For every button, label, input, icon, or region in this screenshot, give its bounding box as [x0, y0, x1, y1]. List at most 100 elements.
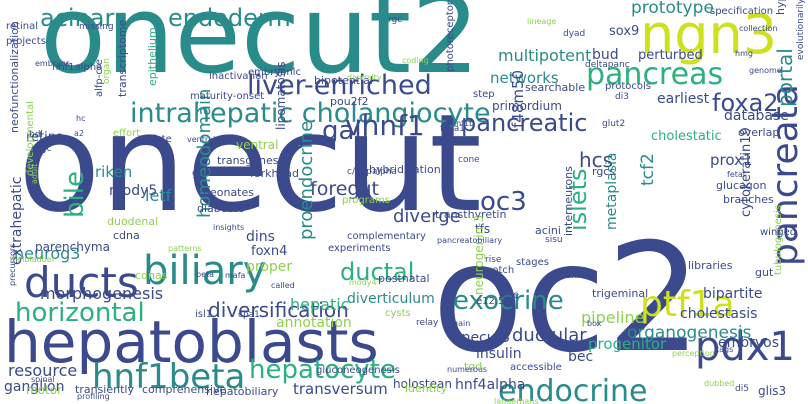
word-searchable: searchable: [525, 81, 586, 94]
word-organ: organ: [102, 58, 112, 84]
word-glis3: glis3: [758, 384, 787, 398]
word-glucagon: glucagon: [716, 179, 767, 192]
word-tgd: tgd: [464, 360, 483, 373]
word-proper: proper: [246, 259, 293, 275]
word-neurog3: neurog3: [14, 244, 81, 263]
word-resource: resource: [8, 361, 78, 380]
word-holostean: holostean: [393, 377, 452, 391]
word-dyad: dyad: [563, 29, 586, 39]
word-ductular: ductular: [512, 325, 587, 346]
word-pancreatobiliary: pancreatobiliary: [437, 236, 503, 245]
word-precursors: precursors: [8, 243, 17, 286]
word-mody4: mody4: [349, 278, 377, 287]
word-database: database: [724, 108, 789, 124]
word-profiling: profiling: [77, 392, 110, 401]
word-protocols: protocols: [605, 81, 652, 92]
word-projects: projects: [6, 36, 46, 47]
word-cholestatic: cholestatic: [651, 129, 722, 144]
word-programs: programs: [342, 195, 390, 206]
word-pdx1: pdx1: [695, 324, 795, 370]
word-dins: dins: [246, 229, 275, 245]
word-gall: gall: [322, 116, 369, 146]
word-tfs: tfs: [475, 222, 491, 236]
word-interneurons: interneurons: [562, 166, 575, 236]
word-hepatoblasts: hepatoblasts: [4, 308, 379, 376]
word-evolutionarily: evolutionarily: [796, 0, 806, 60]
word-pancreatic: pancreatic: [461, 109, 588, 137]
word-collection: collection: [739, 24, 778, 33]
word-multipotent: multipotent: [498, 46, 592, 65]
word-oc3: oc3: [480, 187, 527, 217]
word-mafa: mafa: [225, 271, 246, 280]
word-liver-enriched: liver-enriched: [247, 70, 432, 101]
word-transgenesis: transgenesis: [217, 154, 288, 167]
word-rise: rise: [485, 255, 502, 265]
word-postnatal: postnatal: [378, 272, 430, 285]
word-overlap: overlap: [738, 126, 780, 139]
word-branches: branches: [723, 193, 774, 206]
word-mgc: mgc: [32, 144, 52, 154]
word-gallbladder: gallbladder: [10, 255, 55, 264]
word-c-ebpalpha: c/ebpalpha: [347, 167, 397, 177]
word-transthyretin: transthyretin: [435, 208, 507, 221]
word-oc2: oc2: [432, 212, 702, 386]
word-endoderm: endoderm: [168, 4, 291, 32]
word-fate: fate: [152, 134, 172, 145]
word-missing: missing: [79, 22, 114, 32]
word-bipotential: bipotential: [314, 74, 373, 87]
word-experiments: experiments: [328, 243, 391, 254]
word-bile: bile: [60, 171, 90, 218]
word-identity: identity: [405, 382, 447, 395]
word-acini: acini: [535, 224, 561, 237]
word-morphogenesis: morphogenesis: [40, 284, 164, 303]
word-bec: bec: [568, 349, 594, 365]
word-annotation: annotation: [276, 315, 352, 331]
word-ductal: ductal: [340, 258, 415, 286]
word-ventral: ventral: [236, 138, 279, 152]
word-transcriptome: transcriptome: [116, 19, 129, 97]
word-di5: di5: [735, 384, 749, 394]
word-duodenal: duodenal: [107, 215, 159, 228]
word-retinal: retinal: [6, 21, 38, 32]
word-pou2f2: pou2f2: [330, 95, 369, 108]
word-hcs: hcs: [579, 148, 614, 172]
word-insulin: insulin: [476, 346, 522, 362]
word-parenchyma: parenchyma: [35, 240, 110, 254]
word-primordium: primordium: [492, 99, 562, 113]
word-winged: winged: [760, 227, 797, 238]
word-hnf1beta: hnf1beta: [92, 357, 246, 397]
word-ganglion: ganglion: [4, 379, 65, 395]
word-cdnas: cdnas: [135, 269, 168, 282]
word-ngn3: ngn3: [640, 3, 778, 66]
word-embryonic: embryonic: [248, 67, 302, 78]
word-gluconeogenesis: gluconeogenesis: [316, 365, 400, 376]
word-beta: beta: [196, 270, 215, 279]
word-epithelium: epithelium: [146, 27, 159, 86]
word-isl1: isl1: [195, 309, 213, 320]
word-tubulogenesis: tubulogenesis: [773, 204, 784, 275]
word-rgcs: rgcs: [592, 165, 616, 178]
word-ventral-small: ventral: [187, 135, 216, 144]
word-endocrine: endocrine: [498, 374, 648, 404]
word-called: called: [271, 281, 295, 290]
word-earliest: earliest: [657, 91, 710, 107]
word-riken: riken: [95, 163, 133, 181]
word-a2: a2: [74, 129, 84, 138]
word-cholestasis: cholestasis: [680, 306, 758, 322]
word-box: box: [587, 319, 602, 328]
word-foxa1: foxa1: [440, 124, 465, 134]
word-cone: cone: [458, 155, 480, 165]
word-deltapanc: deltapanc: [585, 60, 630, 70]
word-effort: effort: [113, 128, 141, 139]
word-glut2: glut2: [602, 119, 626, 129]
word-foxa2: foxa2: [712, 89, 779, 117]
word-gain: gain: [453, 319, 471, 328]
word-albumin: albumin: [552, 271, 589, 281]
word-proendocrine: proendocrine: [296, 120, 317, 240]
word-comprehensive: comprehensive: [142, 383, 227, 396]
word-cpa1: cpa1: [238, 310, 260, 320]
word-coding: coding: [402, 56, 429, 65]
word-horizontal: horizontal: [15, 298, 145, 328]
word-diabetes: diabetes: [197, 202, 245, 215]
word-embryos: embryos: [718, 335, 780, 351]
